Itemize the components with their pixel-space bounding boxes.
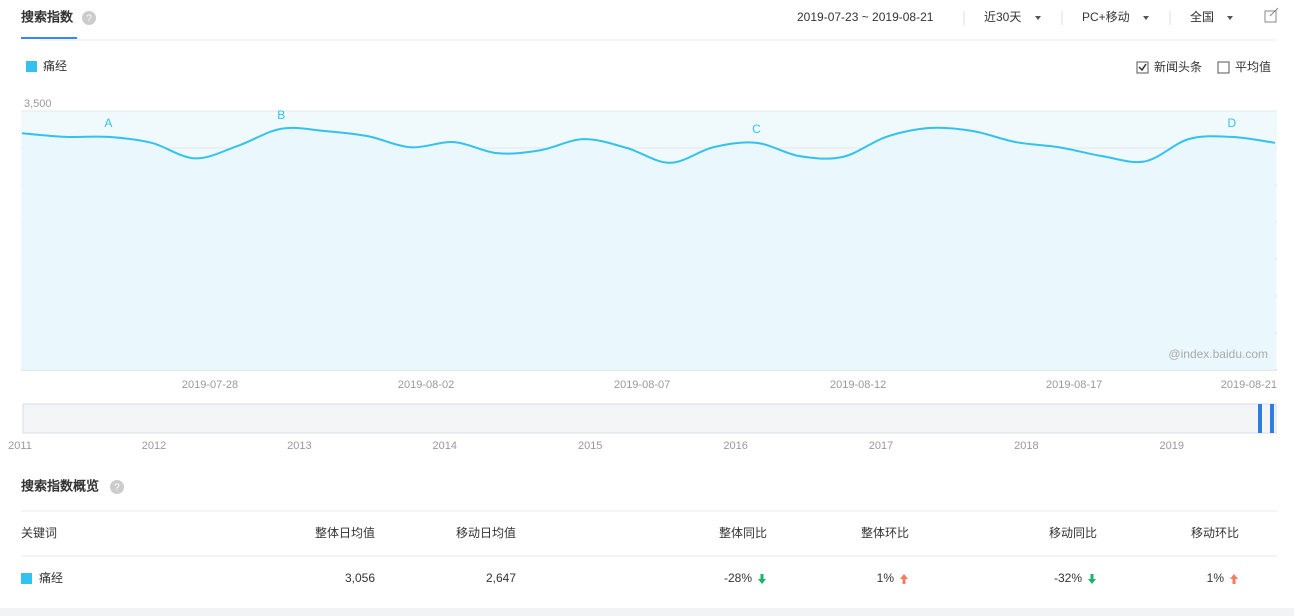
year-label: 2013 xyxy=(287,440,311,452)
area xyxy=(22,127,1275,371)
year-label: 2011 xyxy=(8,440,32,452)
legend-swatch xyxy=(26,61,37,72)
checkbox-label[interactable]: 新闻头条 xyxy=(1154,59,1202,74)
section-title: 搜索指数 xyxy=(21,9,74,24)
year-label: 2014 xyxy=(433,440,457,452)
annotation: B xyxy=(277,108,285,122)
dropdown[interactable]: 全国 xyxy=(1190,9,1214,24)
x-tick-label: 2019-08-21 xyxy=(1221,379,1277,391)
help-glyph: ? xyxy=(86,14,92,25)
legend-label[interactable]: 痛经 xyxy=(43,58,67,73)
column-header: 整体环比 xyxy=(861,525,909,540)
slider-handle[interactable] xyxy=(1270,404,1274,433)
help-glyph: ? xyxy=(114,483,120,494)
watermark: @index.baidu.com xyxy=(1168,347,1268,361)
help-icon[interactable] xyxy=(82,11,96,25)
year-label: 2017 xyxy=(869,440,893,452)
cell: -32% xyxy=(1054,571,1082,585)
trend-up-arrow xyxy=(900,574,908,584)
annotation: D xyxy=(1227,116,1236,130)
trend-up-arrow xyxy=(1230,574,1238,584)
annotation: C xyxy=(752,122,761,136)
checkmark xyxy=(1138,63,1147,72)
trend-down-arrow xyxy=(758,574,766,584)
overview-axis: 2011 2012 2013 2014 2015 2016 2017 2018 2019 xyxy=(8,440,1184,452)
column-header: 关键词 xyxy=(21,526,57,540)
column-header: 整体日均值 xyxy=(315,525,375,540)
slider-handle[interactable] xyxy=(1258,404,1262,433)
x-tick-label: 2019-08-07 xyxy=(614,379,670,391)
year-label: 2018 xyxy=(1014,440,1038,452)
y-tick-label: 3,500 xyxy=(24,98,52,110)
column-header: 移动日均值 xyxy=(456,525,516,540)
dropdown-arrow xyxy=(1143,16,1149,20)
x-tick-label: 2019-08-17 xyxy=(1046,379,1102,391)
column-header: 整体同比 xyxy=(719,525,767,540)
help-icon[interactable] xyxy=(110,480,124,494)
table-title: 搜索指数概览 xyxy=(21,478,99,493)
cell: 1% xyxy=(877,571,895,585)
cell: 痛经 xyxy=(39,570,63,585)
checkbox[interactable] xyxy=(1217,61,1230,74)
line xyxy=(21,126,1276,164)
dropdown[interactable]: PC+移动 xyxy=(1082,10,1130,24)
x-tick-label: 2019-08-12 xyxy=(830,379,886,391)
footer-band xyxy=(0,608,1294,616)
range-slider[interactable] xyxy=(22,403,1277,434)
year-label: 2015 xyxy=(578,440,602,452)
date-range[interactable]: 2019-07-23 ~ 2019-08-21 xyxy=(797,10,934,24)
year-label: 2019 xyxy=(1160,440,1184,452)
annotation: A xyxy=(104,116,112,130)
export-icon[interactable] xyxy=(1264,7,1279,23)
year-label: 2016 xyxy=(723,440,747,452)
column-header: 移动同比 xyxy=(1049,526,1097,540)
checkbox[interactable] xyxy=(1136,61,1149,74)
dropdown[interactable]: 近30天 xyxy=(984,10,1021,24)
year-label: 2012 xyxy=(142,440,166,452)
column-header: 移动环比 xyxy=(1191,526,1239,540)
trend-down-arrow xyxy=(1088,574,1096,584)
dropdowns: 近30天 PC+移动 全国 xyxy=(963,9,1233,25)
checkbox-label[interactable]: 平均值 xyxy=(1235,59,1271,74)
dropdown-arrow xyxy=(1227,16,1233,20)
cell: -28% xyxy=(724,571,752,585)
x-tick-label: 2019-08-02 xyxy=(398,379,454,391)
cell: 1% xyxy=(1207,571,1225,585)
cell: 3,056 xyxy=(345,571,375,585)
keyword-swatch xyxy=(21,573,32,584)
tab-underline xyxy=(21,37,77,39)
x-tick-label: 2019-07-28 xyxy=(182,379,238,391)
cell: 2,647 xyxy=(486,571,516,585)
dropdown-arrow xyxy=(1035,16,1041,20)
plot: 5001,0001,5002,0002,5003,0003,5002019-07… xyxy=(21,98,1277,391)
